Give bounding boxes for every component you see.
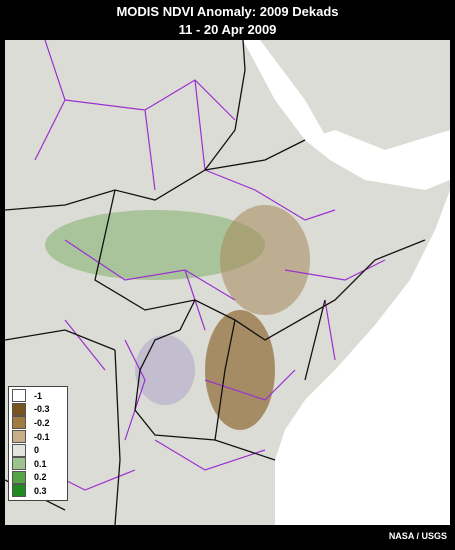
legend-swatch — [12, 416, 26, 430]
legend-swatch — [12, 457, 26, 471]
legend-swatch — [12, 430, 26, 444]
brown-area — [205, 310, 275, 430]
map — [5, 40, 450, 525]
legend-swatch — [12, 389, 26, 403]
legend-label: 0.3 — [34, 485, 47, 496]
legend-label: 0.2 — [34, 472, 47, 483]
legend-row: -1 — [9, 389, 67, 403]
legend-label: -1 — [34, 390, 43, 401]
legend-label: -0.3 — [34, 404, 50, 415]
green-area — [45, 210, 265, 280]
brown-area — [220, 205, 310, 315]
legend-label: 0.1 — [34, 458, 47, 469]
legend-swatch — [12, 470, 26, 484]
gulf-of-aden — [305, 130, 450, 190]
legend: -1 -0.3 -0.2 -0.1 0 0.1 0.2 0.3 — [8, 386, 68, 501]
legend-row: 0 — [9, 443, 67, 457]
subtitle: 11 - 20 Apr 2009 — [178, 22, 277, 37]
legend-row: -0.1 — [9, 430, 67, 444]
legend-label: 0 — [34, 445, 40, 456]
legend-swatch — [12, 402, 26, 416]
legend-swatch — [12, 484, 26, 498]
legend-row: -0.3 — [9, 402, 67, 417]
title: MODIS NDVI Anomaly: 2009 Dekads — [116, 4, 339, 19]
legend-label: -0.1 — [34, 431, 50, 442]
red-sea — [243, 40, 325, 140]
indian-ocean — [275, 190, 450, 525]
legend-swatch — [12, 443, 26, 457]
legend-label: -0.2 — [34, 417, 50, 428]
legend-row: -0.2 — [9, 416, 67, 430]
credit: NASA / USGS — [388, 531, 447, 541]
legend-row: 0.3 — [9, 484, 67, 498]
uganda-region — [135, 335, 195, 405]
legend-row: 0.2 — [9, 470, 67, 485]
legend-row: 0.1 — [9, 457, 67, 471]
